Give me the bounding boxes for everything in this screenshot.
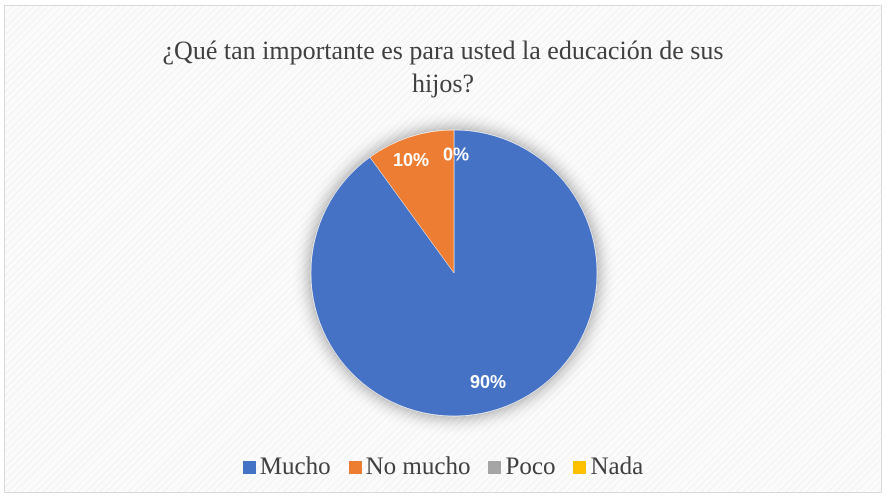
pie-data-labels: 90% 10% 0% [393,144,506,391]
chart-title-line-1: ¿Qué tan importante es para usted la edu… [162,36,724,65]
legend-label-no-mucho: No mucho [365,453,471,480]
legend-swatch-no-mucho [348,460,362,474]
legend-swatch-poco [488,460,502,474]
data-label-mucho: 90% [470,372,506,392]
legend-label-mucho: Mucho [259,453,331,480]
legend-label-nada: Nada [590,453,644,480]
legend-item-nada: Nada [573,453,643,481]
pie-slice-no-mucho [369,129,455,274]
chart-legend: Mucho No mucho Poco Nada [5,453,881,481]
legend-item-no-mucho: No mucho [348,453,471,481]
data-label-poco: 0% [443,144,469,164]
legend-swatch-nada [573,460,587,474]
chart-title: ¿Qué tan importante es para usted la edu… [5,34,881,100]
data-label-no-mucho: 10% [393,150,429,170]
pie-chart: 90% 10% 0% [310,129,598,417]
legend-item-poco: Poco [488,453,555,481]
chart-area: ¿Qué tan importante es para usted la edu… [4,5,882,493]
pie-slices [310,129,598,417]
legend-label-poco: Poco [505,453,556,480]
legend-item-mucho: Mucho [242,453,331,481]
legend-swatch-mucho [242,460,256,474]
chart-title-line-2: hijos? [411,69,475,98]
